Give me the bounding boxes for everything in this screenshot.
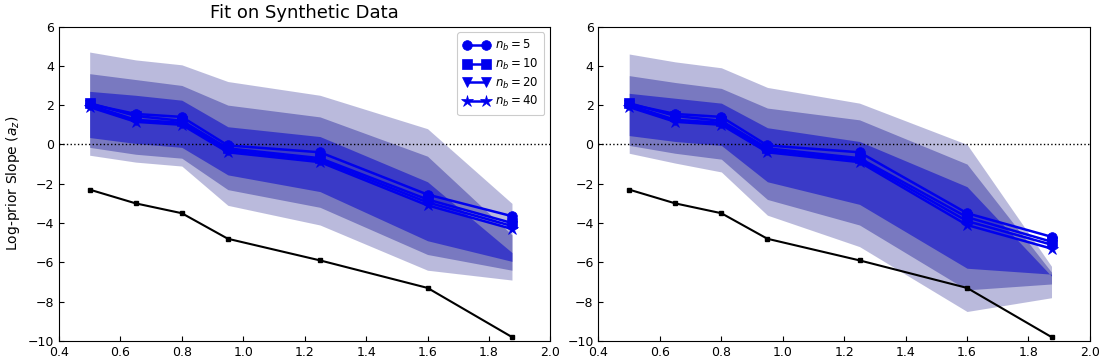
$n_b = 40$: [221, 150, 234, 155]
$n_b = 5$: [714, 115, 728, 119]
Y-axis label: Log-prior Slope ($a_z$): Log-prior Slope ($a_z$): [4, 116, 22, 252]
$n_b = 5$: [623, 102, 636, 106]
Legend: $n_b = 5$, $n_b = 10$, $n_b = 20$, $n_b = 40$: $n_b = 5$, $n_b = 10$, $n_b = 20$, $n_b …: [457, 32, 544, 115]
$n_b = 10$: [714, 119, 728, 123]
$n_b = 40$: [83, 105, 96, 109]
$n_b = 10$: [853, 156, 867, 160]
$n_b = 20$: [669, 118, 682, 122]
$n_b = 10$: [314, 156, 327, 160]
$n_b = 40$: [314, 160, 327, 164]
$n_b = 10$: [960, 215, 974, 219]
$n_b = 5$: [761, 143, 774, 148]
$n_b = 20$: [421, 200, 434, 205]
Line: $n_b = 20$: $n_b = 20$: [625, 100, 1057, 249]
$n_b = 5$: [960, 211, 974, 215]
$n_b = 20$: [714, 121, 728, 125]
$n_b = 20$: [314, 158, 327, 162]
$n_b = 40$: [669, 120, 682, 124]
$n_b = 20$: [176, 121, 189, 125]
$n_b = 40$: [129, 120, 142, 124]
$n_b = 20$: [853, 158, 867, 162]
$n_b = 10$: [623, 101, 636, 105]
$n_b = 20$: [761, 148, 774, 152]
$n_b = 40$: [1044, 246, 1058, 251]
$n_b = 20$: [83, 103, 96, 107]
$n_b = 10$: [83, 101, 96, 105]
$n_b = 5$: [83, 102, 96, 106]
$n_b = 5$: [314, 150, 327, 155]
$n_b = 10$: [1044, 240, 1058, 244]
$n_b = 40$: [506, 227, 519, 231]
$n_b = 40$: [421, 203, 434, 208]
$n_b = 10$: [221, 146, 234, 151]
$n_b = 5$: [421, 192, 434, 197]
$n_b = 40$: [853, 160, 867, 164]
$n_b = 5$: [853, 150, 867, 155]
$n_b = 40$: [714, 123, 728, 127]
$n_b = 10$: [421, 197, 434, 201]
$n_b = 20$: [221, 148, 234, 152]
$n_b = 10$: [761, 146, 774, 151]
$n_b = 10$: [129, 114, 142, 118]
$n_b = 40$: [761, 150, 774, 155]
Line: $n_b = 10$: $n_b = 10$: [625, 98, 1057, 246]
$n_b = 5$: [176, 115, 189, 119]
$n_b = 5$: [669, 112, 682, 116]
$n_b = 20$: [623, 103, 636, 107]
$n_b = 40$: [176, 123, 189, 127]
$n_b = 5$: [506, 214, 519, 218]
$n_b = 10$: [669, 114, 682, 118]
$n_b = 5$: [221, 143, 234, 148]
$n_b = 40$: [960, 223, 974, 227]
$n_b = 5$: [1044, 234, 1058, 239]
$n_b = 10$: [176, 119, 189, 123]
$n_b = 20$: [960, 219, 974, 223]
Line: $n_b = 40$: $n_b = 40$: [84, 101, 518, 235]
$n_b = 40$: [623, 105, 636, 109]
$n_b = 20$: [506, 224, 519, 228]
$n_b = 10$: [506, 221, 519, 225]
$n_b = 20$: [1044, 242, 1058, 247]
Line: $n_b = 40$: $n_b = 40$: [623, 101, 1058, 255]
Line: $n_b = 20$: $n_b = 20$: [85, 100, 517, 231]
Line: $n_b = 5$: $n_b = 5$: [625, 99, 1057, 242]
$n_b = 20$: [129, 118, 142, 122]
$n_b = 5$: [129, 112, 142, 116]
Title: Fit on Synthetic Data: Fit on Synthetic Data: [210, 4, 399, 22]
Line: $n_b = 5$: $n_b = 5$: [85, 99, 517, 221]
Line: $n_b = 10$: $n_b = 10$: [85, 98, 517, 228]
